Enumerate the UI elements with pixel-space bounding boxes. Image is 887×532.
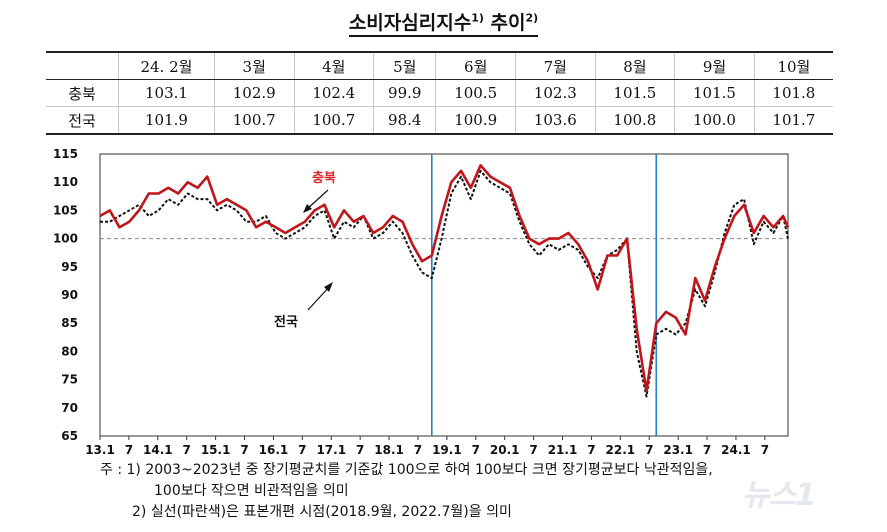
x-tick-label: 14.1 (143, 443, 173, 457)
note-1-continued: 100보다 작으면 비관적임을 의미 (154, 483, 349, 499)
x-tick-label: 7 (298, 443, 306, 457)
row-label: 충북 (46, 79, 119, 107)
table-cell: 101.5 (674, 79, 755, 107)
table-cell: 99.9 (373, 79, 436, 107)
x-tick-label: 21.1 (548, 443, 578, 457)
plot-frame (99, 153, 789, 437)
page-title: 소비자심리지수1) 추이2) (0, 8, 887, 37)
annotation-arrowhead (324, 282, 333, 292)
y-tick-label: 70 (61, 401, 78, 415)
x-tick-label: 16.1 (259, 443, 289, 457)
table-header-row: 24. 2월 3월 4월 5월 6월 7월 8월 9월 10월 (46, 51, 833, 80)
table-cell: 100.8 (594, 106, 675, 135)
watermark-logo: 뉴스1 (742, 478, 816, 513)
line-chart: 65 70 75 80 85 90 95 100 105 110 115 13.1 7 14.1 7 15.1… (53, 147, 790, 457)
table-cell: 101.5 (594, 79, 675, 107)
x-tick-label: 7 (645, 443, 653, 457)
series-annotation-label: 전국 (274, 314, 298, 330)
x-tick-label: 23.1 (663, 443, 693, 457)
y-tick-label: 95 (61, 260, 78, 274)
table-cell: 100.7 (293, 106, 374, 135)
header-cell: 6월 (435, 51, 516, 80)
x-tick-label: 15.1 (201, 443, 231, 457)
header-cell: 8월 (594, 51, 675, 80)
x-tick-label: 22.1 (606, 443, 636, 457)
header-cell: 7월 (515, 51, 596, 80)
y-tick-label: 85 (61, 316, 78, 330)
note-1: 1) 2003~2023년 중 장기평균치를 기준값 100으로 하여 100보… (126, 462, 713, 478)
x-tick-label: 19.1 (432, 443, 462, 457)
title-sup1: 1) (471, 11, 484, 25)
series-line (100, 169, 789, 398)
y-tick-label: 110 (53, 175, 78, 189)
table-cell: 101.9 (118, 106, 215, 135)
summary-table: 24. 2월 3월 4월 5월 6월 7월 8월 9월 10월 충북 103.1… (46, 51, 833, 135)
header-cell: 3월 (213, 51, 295, 80)
table-cell: 102.4 (293, 79, 374, 107)
table-cell: 101.7 (753, 106, 833, 135)
annotation-arrowhead (303, 204, 312, 213)
x-tick-label: 13.1 (85, 443, 115, 457)
table-cell: 100.9 (435, 106, 516, 135)
footnotes: 주 : 1) 2003~2023년 중 장기평균치를 기준값 100으로 하여 … (100, 460, 713, 523)
series-annotation-label: 충북 (312, 170, 336, 186)
table-cell: 98.4 (373, 106, 436, 135)
x-tick-label: 18.1 (374, 443, 404, 457)
series-line (99, 163, 790, 393)
x-tick-label: 7 (125, 443, 133, 457)
title-sup2: 2) (525, 11, 539, 25)
table-row: 충북 103.1 102.9 102.4 99.9 100.5 102.3 10… (46, 79, 833, 107)
y-tick-label: 115 (53, 147, 78, 161)
header-cell: 10월 (753, 51, 833, 80)
title-main: 소비자심리지수 (348, 12, 472, 34)
header-cell: 9월 (674, 51, 755, 80)
x-tick-label: 7 (414, 443, 422, 457)
table-cell: 103.6 (515, 106, 596, 135)
x-tick-label: 7 (703, 443, 711, 457)
y-tick-label: 75 (61, 373, 78, 387)
x-tick-label: 7 (529, 443, 537, 457)
x-tick-label: 7 (587, 443, 595, 457)
table-row: 전국 101.9 100.7 100.7 98.4 100.9 103.6 10… (46, 106, 833, 135)
y-tick-label: 100 (53, 232, 78, 246)
y-tick-label: 105 (53, 203, 78, 217)
table-cell: 100.7 (213, 106, 295, 135)
x-tick-label: 7 (472, 443, 480, 457)
x-tick-label: 7 (240, 443, 248, 457)
y-tick-label: 90 (61, 288, 78, 302)
x-tick-label: 17.1 (316, 443, 346, 457)
table-cell: 102.3 (515, 79, 596, 107)
header-cell: 5월 (373, 51, 436, 80)
row-label: 전국 (46, 106, 119, 135)
x-tick-label: 7 (356, 443, 364, 457)
x-tick-label: 24.1 (721, 443, 751, 457)
y-tick-label: 80 (61, 344, 78, 358)
x-tick-label: 7 (183, 443, 191, 457)
table-cell: 102.9 (213, 79, 295, 107)
y-tick-label: 65 (61, 429, 78, 443)
table-corner (46, 51, 119, 80)
header-cell: 4월 (293, 51, 374, 80)
table-cell: 101.8 (753, 79, 833, 107)
table-cell: 103.1 (118, 79, 215, 107)
x-tick-label: 7 (761, 443, 769, 457)
note-2: 2) 실선(파란색)은 표본개편 시점(2018.9월, 2022.7월)을 의… (132, 504, 512, 520)
table-cell: 100.5 (435, 79, 516, 107)
header-cell: 24. 2월 (118, 51, 215, 80)
title-sub: 추이 (490, 12, 526, 34)
table-cell: 100.0 (674, 106, 755, 135)
notes-prefix: 주 : (100, 462, 123, 478)
x-tick-label: 20.1 (490, 443, 520, 457)
annotation-arrow (307, 285, 331, 311)
